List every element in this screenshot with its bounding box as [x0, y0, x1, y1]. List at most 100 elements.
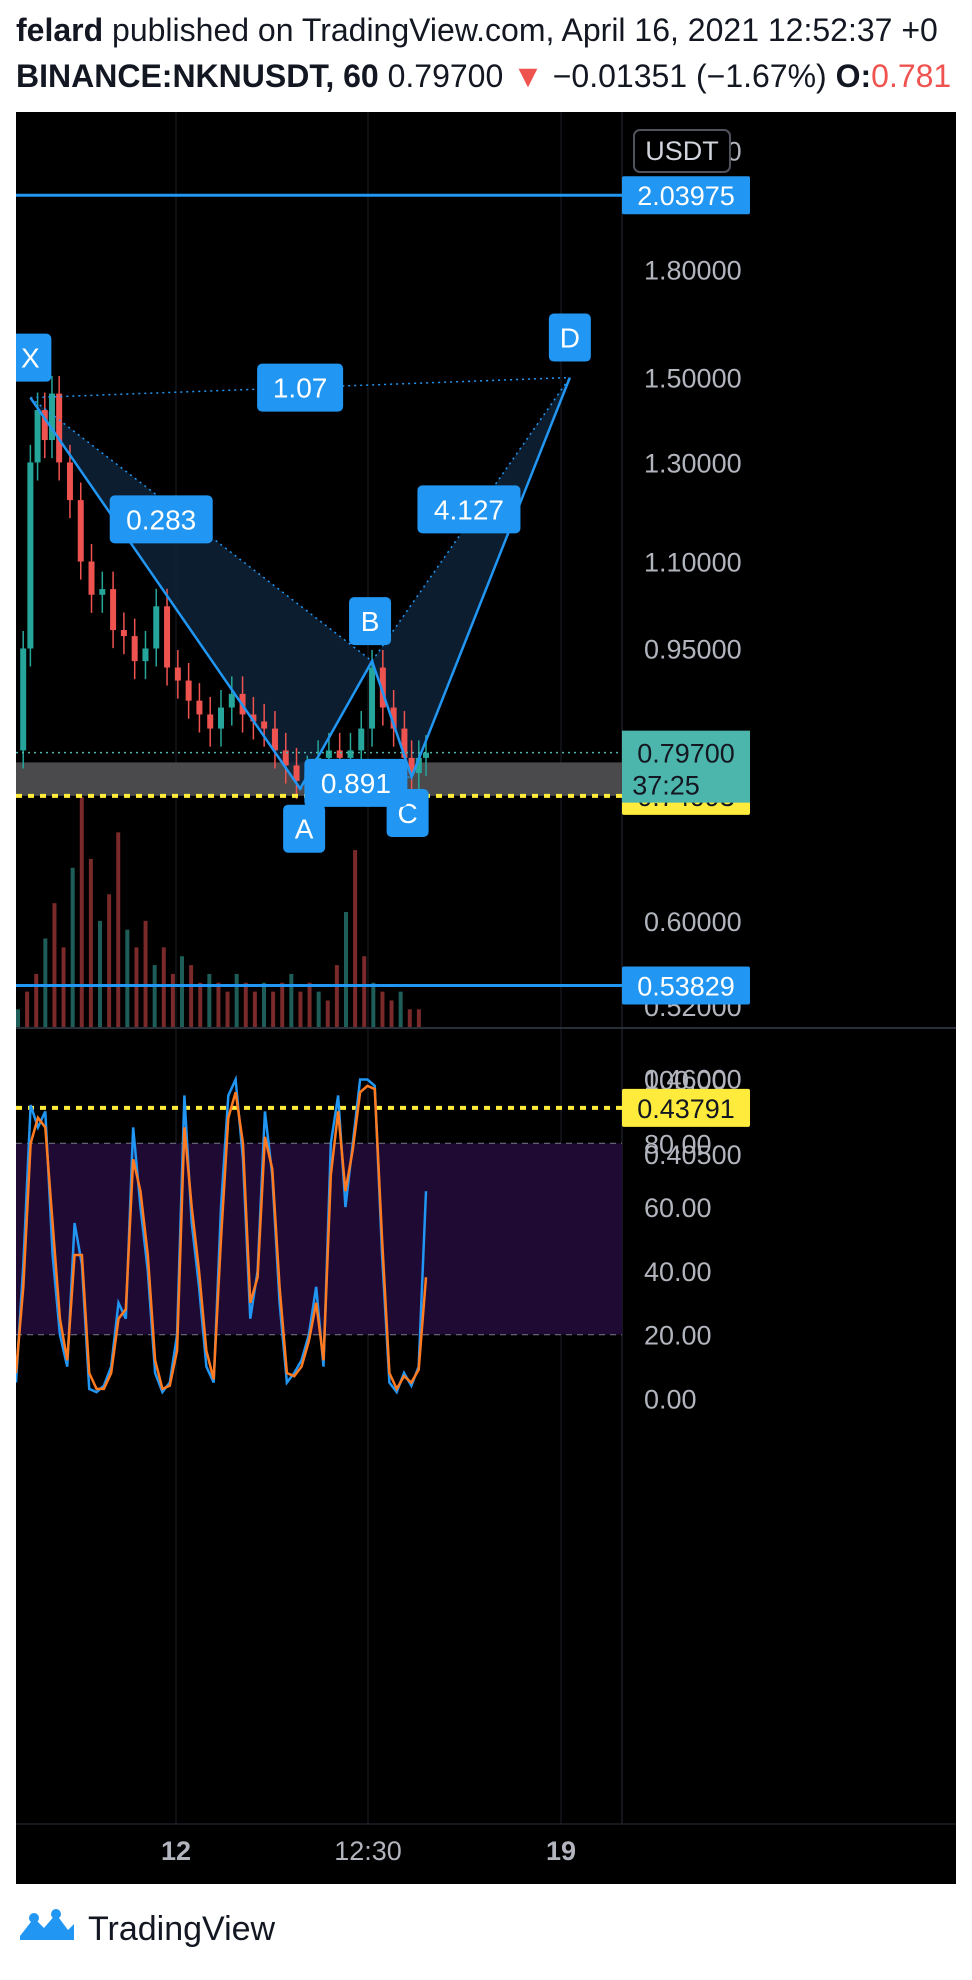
- pattern-triangle-bcd: [372, 377, 570, 777]
- point-label-text: X: [21, 343, 40, 374]
- published-text: published on TradingView.com, April 16, …: [112, 12, 938, 48]
- price-tick-label: 0.60000: [644, 907, 742, 937]
- candle-body: [282, 750, 289, 766]
- volume-bar: [134, 947, 139, 1027]
- price-axis[interactable]: 2.200001.800001.500001.300001.100000.950…: [633, 129, 742, 1414]
- volume-bar: [98, 920, 102, 1027]
- candle-body: [120, 630, 127, 637]
- volume-bar: [307, 982, 312, 1027]
- volume-bar: [61, 947, 66, 1027]
- candle-body: [164, 606, 171, 668]
- ratio-label-text: 1.07: [273, 373, 328, 404]
- footer: TradingView: [0, 1884, 972, 1980]
- volume-bar: [70, 867, 75, 1027]
- open-label: O:: [835, 58, 872, 94]
- point-label-A: [283, 804, 326, 853]
- author-name[interactable]: felard: [16, 12, 104, 48]
- ratio-label-4.127: [417, 485, 521, 534]
- candle-body: [41, 410, 48, 441]
- volume-bar: [371, 982, 376, 1027]
- volume-bar: [389, 1000, 394, 1027]
- time-tick-label: 12: [161, 1836, 191, 1866]
- tradingview-logo-icon[interactable]: [16, 1906, 78, 1946]
- ratio-label-text: 4.127: [434, 494, 504, 525]
- stoch-line-d: [16, 1084, 428, 1392]
- candle-body: [369, 667, 376, 729]
- ratio-label-1.07: [257, 363, 344, 412]
- price-tick-label: 1.50000: [644, 364, 742, 394]
- volume-bar: [325, 1000, 330, 1027]
- candle-body: [27, 462, 34, 649]
- stoch-lines: [16, 1074, 428, 1395]
- volume-bar: [398, 991, 403, 1027]
- symbol-info-line: BINANCE:NKNUSDT, 60 0.79700 ▼ −0.01351 (…: [16, 56, 951, 96]
- pattern-triangle-xab: [30, 397, 373, 789]
- candle-body: [142, 648, 149, 662]
- volume-bar: [161, 947, 166, 1027]
- candle-body: [390, 707, 397, 729]
- candle-body: [196, 700, 203, 715]
- ratio-label-0.891: [304, 758, 408, 807]
- price-tick-label: 1.10000: [644, 548, 742, 578]
- volume-bar: [271, 991, 276, 1027]
- candle-body: [336, 750, 343, 758]
- time-axis[interactable]: 12 12:30 19: [161, 1836, 576, 1866]
- candle-body: [218, 707, 224, 729]
- candle-body: [228, 693, 235, 708]
- countdown-text: 37:25: [632, 771, 700, 801]
- price-tick-label: 1.80000: [644, 255, 742, 285]
- candle-body: [131, 636, 138, 662]
- level-badge-0.43791: [622, 1088, 750, 1127]
- grid-lines: [16, 112, 956, 1825]
- volume-bar: [234, 973, 239, 1027]
- brand-name[interactable]: TradingView: [88, 1910, 276, 1948]
- last-price: 0.79700: [387, 58, 504, 94]
- point-label-D: [548, 313, 591, 362]
- volume-bar: [262, 982, 266, 1027]
- point-label-X: [16, 333, 52, 382]
- candle-body: [77, 500, 84, 562]
- publish-header: felard published on TradingView.com, Apr…: [0, 0, 972, 108]
- candle-body: [110, 589, 117, 631]
- volume-bar: [225, 991, 230, 1027]
- candle-body: [415, 757, 422, 774]
- currency-label: USDT: [645, 136, 719, 166]
- point-label-text: A: [295, 814, 314, 845]
- candle-body: [20, 648, 27, 751]
- candle-body: [401, 728, 408, 758]
- volume-separator: [16, 1054, 956, 1080]
- volume-bar: [34, 973, 39, 1027]
- stoch-tick-label: 80.00: [644, 1129, 712, 1159]
- stoch-tick-label: 0.00: [644, 1384, 697, 1414]
- volume-bar: [43, 938, 48, 1027]
- candle-body: [48, 393, 55, 441]
- volume-bar: [125, 929, 130, 1027]
- candle-body: [56, 393, 63, 463]
- volume-bar: [216, 982, 221, 1027]
- volume-bar: [88, 858, 93, 1027]
- stoch-band: [16, 1142, 622, 1336]
- price-tick-label: 0.40500: [644, 1140, 742, 1170]
- volume-bar: [180, 956, 184, 1027]
- point-label-text: B: [361, 606, 380, 637]
- price-tick-label: 0.95000: [644, 634, 742, 664]
- volume-bar: [16, 1009, 20, 1027]
- volume-bar: [334, 965, 339, 1027]
- symbol-interval[interactable]: BINANCE:NKNUSDT, 60: [16, 58, 379, 94]
- publish-info-line: felard published on TradingView.com, Apr…: [16, 10, 938, 50]
- candle-body: [261, 721, 268, 729]
- price-change: −0.01351 (−1.67%): [552, 58, 827, 94]
- volume-bar: [362, 956, 367, 1027]
- ratio-label-text: 0.891: [321, 768, 391, 799]
- volume-bar: [170, 973, 175, 1027]
- candle-body: [293, 765, 300, 781]
- level-badge-text: 0.43791: [637, 1094, 735, 1124]
- volume-bar: [243, 982, 248, 1027]
- candle-body: [185, 680, 192, 701]
- volume-bar: [25, 991, 30, 1027]
- volume-bar: [380, 991, 385, 1027]
